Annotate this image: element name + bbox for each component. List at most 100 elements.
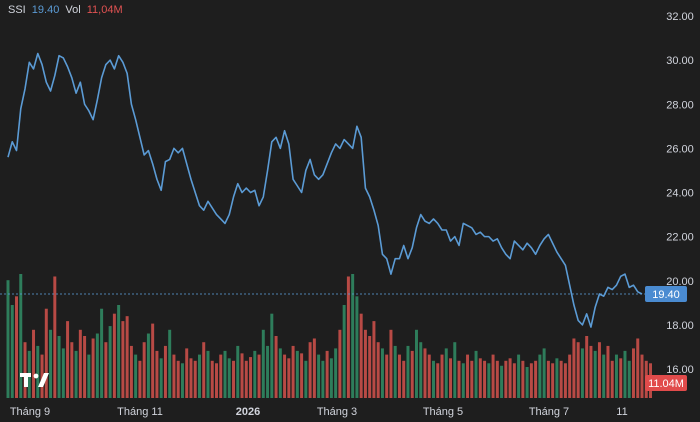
volume-bar (180, 363, 184, 398)
volume-bar (372, 321, 376, 398)
x-tick-label: Tháng 5 (423, 406, 463, 418)
y-tick-label: 32.00 (666, 11, 694, 23)
volume-bar (321, 360, 325, 398)
volume-bar (206, 350, 210, 398)
volume-bar (185, 348, 189, 398)
volume-bar (627, 360, 631, 398)
volume-bar (572, 338, 576, 398)
volume-bar (419, 342, 423, 398)
volume-bar (589, 345, 593, 398)
volume-bar (159, 358, 163, 398)
volume-bar (346, 276, 350, 398)
volume-bar (304, 360, 308, 398)
volume-bar (423, 348, 427, 398)
volume-bars (6, 274, 652, 398)
volume-bar (176, 360, 180, 398)
volume-bar (576, 342, 580, 398)
volume-bar (193, 360, 197, 398)
chart-legend: SSI 19.40 Vol 11,04M (8, 4, 126, 16)
volume-bar (534, 360, 538, 398)
volume-bar (308, 342, 312, 398)
volume-bar (402, 360, 406, 398)
volume-bar (504, 360, 508, 398)
x-tick-label: 11 (616, 406, 627, 418)
volume-bar (453, 342, 457, 398)
volume-bar (57, 336, 61, 398)
volume-bar (546, 360, 550, 398)
volume-bar (380, 348, 384, 398)
volume-bar (427, 354, 431, 398)
volume-bar (202, 342, 206, 398)
x-tick-label: 2026 (236, 406, 260, 418)
volume-bar (359, 313, 363, 398)
volume-bar (495, 360, 499, 398)
x-tick-label: Tháng 3 (317, 406, 357, 418)
volume-bar (597, 342, 601, 398)
volume-bar (87, 354, 91, 398)
volume-bar (53, 276, 57, 398)
volume-bar (155, 350, 159, 398)
volume-bar (491, 354, 495, 398)
volume-bar (397, 354, 401, 398)
volume-bar (585, 336, 589, 398)
volume-bar (257, 354, 261, 398)
volume-bar (32, 329, 36, 398)
volume-bar (249, 357, 253, 398)
volume-bar (551, 363, 555, 398)
volume-bar (325, 350, 329, 398)
volume-bar (542, 348, 546, 398)
volume-badge: 11.04M (645, 375, 687, 391)
volume-bar (278, 348, 282, 398)
volume-bar (49, 329, 53, 398)
volume-bar (568, 354, 572, 398)
volume-bar (636, 338, 640, 398)
volume-bar (432, 360, 435, 398)
volume-bar (410, 350, 414, 398)
volume-bar (355, 296, 359, 398)
price-series-line (7, 52, 643, 328)
volume-bar (287, 358, 291, 398)
volume-bar (483, 360, 487, 398)
price-badge-label: 19.40 (652, 289, 680, 301)
volume-bar (240, 353, 244, 398)
volume-bar (517, 354, 521, 398)
volume-bar (406, 345, 410, 398)
y-tick-label: 20.00 (666, 276, 694, 288)
volume-bar (521, 360, 525, 398)
y-tick-label: 16.00 (666, 364, 694, 376)
volume-bar (312, 338, 316, 398)
volume-bar (215, 363, 218, 398)
volume-bar (351, 274, 355, 398)
y-tick-label: 26.00 (666, 143, 694, 155)
volume-bar (623, 350, 627, 398)
volume-bar (129, 345, 133, 398)
volume-bar (44, 308, 48, 398)
y-tick-label: 28.00 (666, 99, 694, 111)
volume-bar (376, 342, 380, 398)
volume-bar (334, 348, 338, 398)
volume-bar (580, 348, 584, 398)
volume-bar (189, 358, 193, 398)
volume-bar (478, 358, 482, 398)
x-axis: Tháng 9 Tháng 11 2026 Tháng 3 Tháng 5 Tháng 7… (10, 406, 628, 418)
volume-bar (134, 354, 138, 398)
volume-bar (227, 358, 231, 398)
y-tick-label: 30.00 (666, 55, 694, 67)
volume-bar (270, 313, 274, 398)
volume-bar (19, 274, 23, 398)
volume-bar (95, 333, 99, 398)
volume-bar (414, 329, 418, 398)
volume-bar (36, 345, 40, 398)
volume-bar (555, 358, 559, 398)
volume-bar (487, 363, 491, 398)
volume-bar (461, 363, 465, 398)
volume-bar (614, 354, 618, 398)
volume-bar (300, 353, 304, 398)
volume-bar (449, 358, 453, 398)
volume-bar (500, 365, 504, 398)
volume-bar (151, 323, 155, 398)
x-tick-label: Tháng 9 (10, 406, 50, 418)
tradingview-logo-icon[interactable] (20, 370, 52, 390)
volume-bar (368, 336, 372, 398)
